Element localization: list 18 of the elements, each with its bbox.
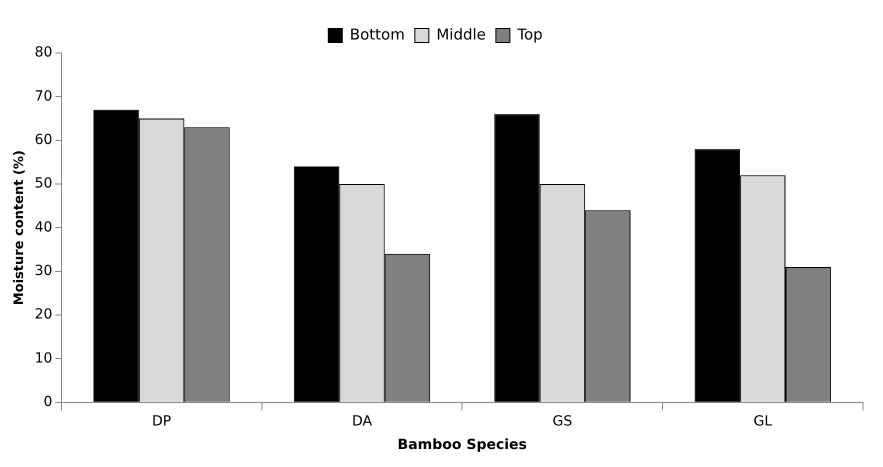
y-tick-label: 0: [43, 394, 52, 410]
y-tick-label: 10: [34, 350, 52, 366]
y-axis-title: Moisture content (%): [12, 150, 28, 306]
x-axis-title: Bamboo Species: [398, 437, 527, 454]
y-tick-label: 70: [34, 88, 52, 104]
legend-label: Top: [516, 25, 543, 44]
y-tick-label: 60: [34, 132, 52, 148]
legend-label: Bottom: [350, 25, 405, 44]
x-tick-label: DA: [352, 413, 372, 430]
y-tick-label: 20: [34, 306, 52, 323]
x-tick-label: GL: [753, 413, 772, 430]
y-tick-label: 40: [34, 219, 52, 236]
legend-label: Middle: [436, 25, 486, 44]
y-tick-label: 30: [34, 263, 52, 280]
x-tick-label: GS: [552, 413, 572, 430]
x-tick-label: DP: [152, 413, 172, 430]
y-tick-label: 80: [34, 44, 52, 61]
y-tick-label: 50: [34, 176, 52, 192]
